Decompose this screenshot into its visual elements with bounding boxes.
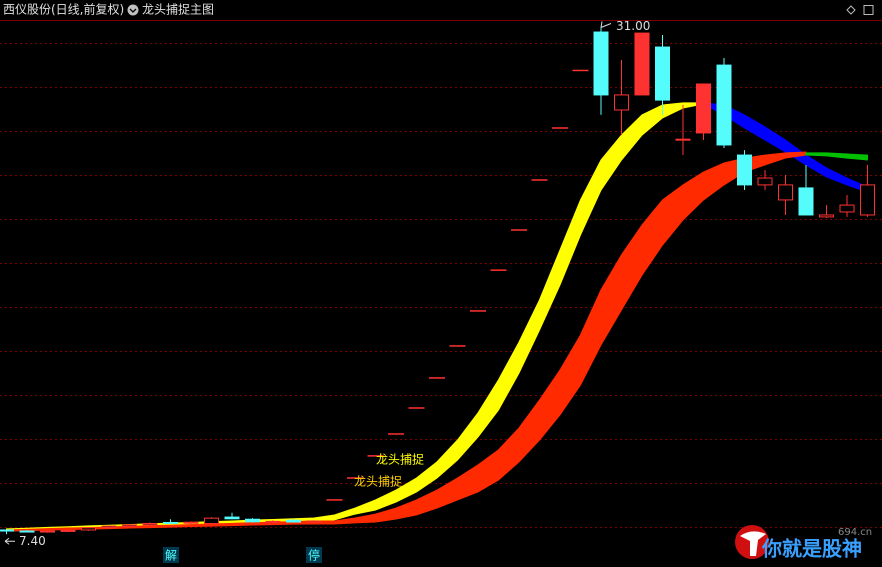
candle-body xyxy=(224,516,240,520)
annotation-arrow xyxy=(4,537,15,545)
candle-body xyxy=(183,521,199,524)
candle-body xyxy=(819,214,834,218)
candle-body xyxy=(245,518,260,523)
window-icon[interactable] xyxy=(863,5,874,15)
annotation: 7.40 xyxy=(19,534,46,548)
band-label: 龙头捕捉 xyxy=(354,474,402,489)
candle-body xyxy=(593,31,609,96)
candle-body xyxy=(286,519,301,523)
marker: 解 xyxy=(165,549,177,563)
logo-mark xyxy=(740,531,766,556)
candle-body xyxy=(839,204,855,213)
candle-body xyxy=(142,523,158,526)
indicator-name: 龙头捕捉主图 xyxy=(142,2,214,17)
stock-title: 西仪股份(日线,前复权) xyxy=(3,2,124,17)
candle-body xyxy=(60,529,76,532)
candle-body xyxy=(655,46,670,101)
indicator-icon-arrow xyxy=(129,8,137,13)
candle-body xyxy=(716,64,732,146)
candle-body xyxy=(860,184,875,216)
candle-body xyxy=(0,529,14,532)
candle-body xyxy=(675,138,691,141)
marker: 停 xyxy=(308,548,320,563)
candle-body xyxy=(265,520,281,523)
candle-body xyxy=(19,530,35,533)
marker-box xyxy=(163,547,179,563)
annotation: 31.00 xyxy=(616,19,650,33)
candle-body xyxy=(40,530,55,533)
watermark-site: 694.cn xyxy=(838,527,872,538)
candle-body xyxy=(204,517,219,525)
candle-body xyxy=(757,177,773,186)
band xyxy=(805,152,868,161)
candle-body xyxy=(306,520,322,523)
band-label: 龙头捕捉 xyxy=(376,452,424,467)
watermark: 你就是股神 xyxy=(761,537,862,561)
indicator-icon xyxy=(127,4,139,16)
marker-box xyxy=(306,547,322,563)
candle-body xyxy=(696,83,711,134)
candle-body xyxy=(634,32,650,96)
candle-body xyxy=(778,184,793,201)
candle-body xyxy=(798,187,814,216)
candle-body xyxy=(101,525,117,528)
candle-body xyxy=(163,521,178,524)
annotation-arrow xyxy=(600,21,612,28)
candle-body xyxy=(81,527,96,531)
candle-body xyxy=(614,94,629,111)
plot: 31.00 7.40 xyxy=(0,19,875,548)
diamond-icon[interactable] xyxy=(846,5,856,15)
candle-body xyxy=(122,524,137,527)
candle-body xyxy=(737,154,752,186)
